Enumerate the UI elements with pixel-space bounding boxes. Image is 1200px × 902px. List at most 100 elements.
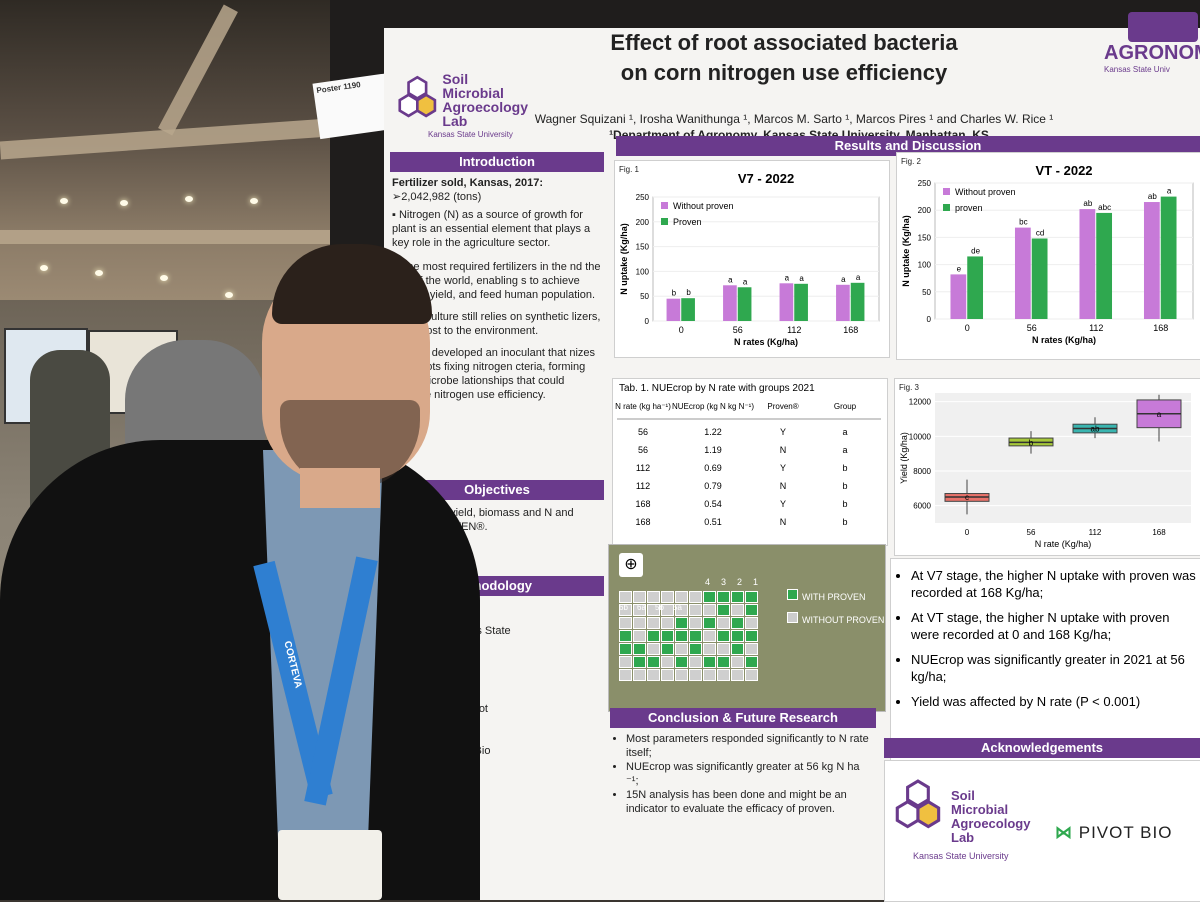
plot-cell <box>647 591 660 603</box>
y-tick-label: 0 <box>927 315 932 324</box>
plot-cell <box>633 617 646 629</box>
y-tick-label: 100 <box>918 261 932 270</box>
plot-cell <box>675 617 688 629</box>
x-tick-label: 0 <box>965 323 970 333</box>
research-poster: Soil Microbial Agroecology Lab Kansas St… <box>384 12 1200 902</box>
table-cell: 112 <box>636 481 650 491</box>
table-cell: 56 <box>638 445 648 455</box>
bar <box>967 256 984 319</box>
chart-title: VT - 2022 <box>1035 163 1092 178</box>
table-cell: 1.19 <box>704 445 722 455</box>
plot-cell <box>717 656 730 668</box>
plot-cell <box>717 643 730 655</box>
y-tick-label: 200 <box>918 206 932 215</box>
y-tick-label: 10000 <box>909 432 932 441</box>
legend-label: Without proven <box>673 201 734 211</box>
table-cell: b <box>842 481 847 491</box>
legend-swatch <box>943 204 950 211</box>
hexagon-logo-icon <box>895 779 941 829</box>
bar-letter-label: de <box>971 246 980 255</box>
plot-cell <box>689 669 702 681</box>
table-cell: N <box>780 481 787 491</box>
plot-cell <box>661 669 674 681</box>
plot-cell <box>745 630 758 642</box>
bar-letter-label: e <box>957 264 962 273</box>
plot-cell <box>633 669 646 681</box>
plot-cell <box>703 656 716 668</box>
y-tick-label: 0 <box>645 317 650 326</box>
bar-letter-label: b <box>672 289 677 298</box>
plot-cell <box>731 630 744 642</box>
x-tick-label: 56 <box>1027 528 1036 537</box>
plot-cell <box>619 656 632 668</box>
bar-letter-label: ab <box>1148 192 1157 201</box>
wildcat-icon <box>1128 12 1198 42</box>
table-cell: 168 <box>635 517 650 527</box>
plot-cell <box>633 591 646 603</box>
plot-cell <box>717 669 730 681</box>
plot-cell <box>647 604 660 616</box>
table-cell: Y <box>780 427 786 437</box>
chart-title: V7 - 2022 <box>738 171 794 186</box>
plot-cell <box>731 604 744 616</box>
y-tick-label: 12000 <box>909 398 932 407</box>
table-cell: b <box>842 499 847 509</box>
plot-cell <box>647 630 660 642</box>
poster-title: Effect of root associated bacteria on co… <box>610 30 958 85</box>
x-tick-label: 0 <box>965 528 970 537</box>
plot-cell <box>647 656 660 668</box>
bar-letter-label: b <box>686 288 691 297</box>
plot-cell <box>717 630 730 642</box>
x-tick-label: 112 <box>1089 323 1103 333</box>
ceiling-light <box>160 275 168 281</box>
plot-column-label: 2 <box>737 577 743 587</box>
ceiling-light <box>225 292 233 298</box>
plot-cell <box>745 591 758 603</box>
plot-grid: 4 3 2 1 6b 6a 5b 5a <box>619 577 769 687</box>
plot-cell <box>633 604 646 616</box>
plot-cell <box>661 604 674 616</box>
plot-cell <box>661 630 674 642</box>
plot-cell <box>689 630 702 642</box>
map-legend: WITH PROVEN WITHOUT PROVEN <box>787 589 884 625</box>
plot-cell <box>745 617 758 629</box>
plot-cell <box>647 643 660 655</box>
acknowledgements-heading: Acknowledgements <box>884 738 1200 758</box>
bar-letter-label: a <box>743 277 748 286</box>
conclusion-body: Most parameters responded significantly … <box>612 732 874 816</box>
plot-cell <box>731 617 744 629</box>
ceiling-light <box>120 200 128 206</box>
introduction-heading: Introduction <box>390 152 604 172</box>
plot-cell <box>661 617 674 629</box>
plot-column-label: 1 <box>753 577 759 587</box>
plot-cell <box>689 643 702 655</box>
plot-cell <box>661 643 674 655</box>
ceiling-light <box>185 196 193 202</box>
x-axis-label: N rate (Kg/ha) <box>1035 539 1092 549</box>
field-map-panel: ⊕ 4 3 2 1 6b 6a 5b 5a WITH PROVEN WITHOUT PROVE… <box>608 544 886 712</box>
finding-item: At VT stage, the higher N uptake with pr… <box>911 609 1200 643</box>
plot-cell <box>703 617 716 629</box>
pivot-bio-icon: ⋈ <box>1055 823 1079 842</box>
plot-cell <box>675 630 688 642</box>
plot-cell <box>675 669 688 681</box>
table-cell: 168 <box>635 499 650 509</box>
box-letter-label: ab <box>1091 425 1100 434</box>
ceiling-light <box>250 198 258 204</box>
y-tick-label: 6000 <box>913 502 931 511</box>
ceiling-light <box>60 198 68 204</box>
objectives-heading: Objectives <box>390 480 604 500</box>
acknowledgements-panel: Soil Microbial Agroecology Lab Kansas St… <box>884 760 1200 902</box>
plot-row-label: 5a <box>673 603 682 612</box>
plot-cell <box>647 669 660 681</box>
bar <box>950 274 967 319</box>
legend-swatch <box>661 202 668 209</box>
bar <box>1096 212 1113 319</box>
bar-letter-label: abc <box>1098 203 1111 212</box>
with-proven-swatch <box>787 589 798 600</box>
plot-cell <box>731 591 744 603</box>
ceiling-light <box>40 265 48 271</box>
finding-item: NUEcrop was significantly greater in 202… <box>911 651 1200 685</box>
plot-cell <box>703 604 716 616</box>
